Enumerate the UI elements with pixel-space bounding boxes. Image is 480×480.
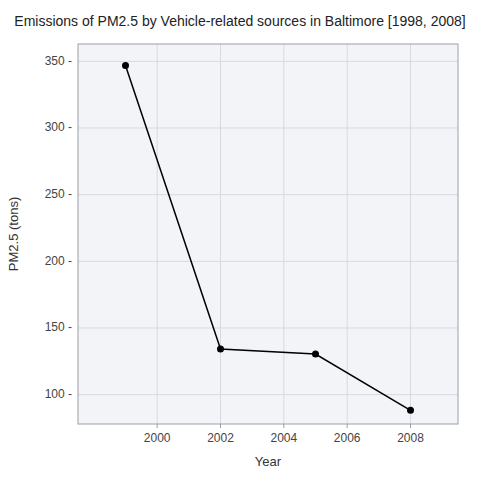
point [217, 345, 224, 352]
x-grid-line [157, 44, 158, 424]
y-tick-label: 350 - [45, 54, 72, 68]
x-tick [283, 424, 284, 428]
x-tick-label: 2000 [144, 431, 171, 445]
plot-background [78, 44, 458, 424]
x-grid-line [347, 44, 348, 424]
y-grid-line [78, 394, 458, 395]
title: Emissions of PM2.5 by Vehicle-related so… [14, 13, 465, 29]
point [407, 407, 414, 414]
chart-container: 100 - 150 - 200 - 250 - 300 - 350 - 2000 2002 20… [0, 0, 480, 480]
x-tick-label: 2006 [334, 431, 361, 445]
x-grid-line [220, 44, 221, 424]
y-grid-line [78, 261, 458, 262]
x-tick-label: 2008 [397, 431, 424, 445]
y-grid-line [78, 194, 458, 195]
line [126, 66, 411, 411]
point [122, 62, 129, 69]
point [312, 351, 319, 358]
plot-frame [78, 44, 458, 424]
x-tick [157, 424, 158, 428]
y-axis-label: PM2.5 (tons) [6, 197, 21, 271]
x-tick [220, 424, 221, 428]
y-tick-label: 250 - [45, 187, 72, 201]
x-tick-label: 2004 [270, 431, 297, 445]
series-group [122, 62, 414, 414]
x-axis-label: Year [255, 454, 282, 469]
x-tick [410, 424, 411, 428]
y-tick-label: 150 - [45, 320, 72, 334]
chart: 100 - 150 - 200 - 250 - 300 - 350 - 2000 2002 20… [0, 0, 480, 480]
x-tick [347, 424, 348, 428]
y-tick-label: 100 - [45, 387, 72, 401]
x-grid-line [283, 44, 284, 424]
x-grid-line [410, 44, 411, 424]
x-tick-label: 2002 [207, 431, 234, 445]
y-tick-label: 200 - [45, 254, 72, 268]
y-grid-line [78, 61, 458, 62]
y-tick-label: 300 - [45, 120, 72, 134]
y-grid-line [78, 128, 458, 129]
y-grid-line [78, 328, 458, 329]
